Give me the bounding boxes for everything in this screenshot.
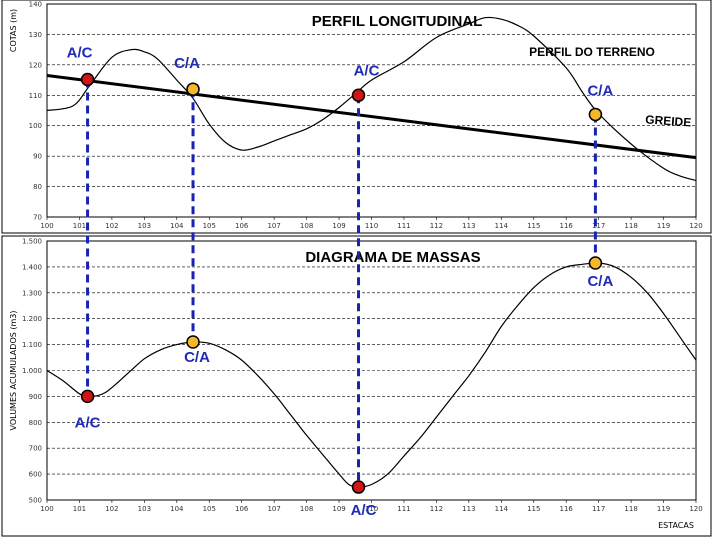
x-tick-label-0-10: 110 (365, 222, 378, 230)
transition-point-1-0 (80, 389, 95, 404)
x-tick-label-0-2: 102 (105, 222, 118, 230)
transition-label-1-2: A/C (351, 502, 377, 519)
y-tick-label-1-9: 1.400 (22, 263, 42, 271)
y-tick-label-1-6: 1.100 (22, 341, 42, 349)
x-tick-label-0-0: 100 (40, 222, 53, 230)
y-tick-label-0-3: 100 (29, 122, 42, 130)
transition-point-0-1 (186, 82, 200, 96)
y-tick-label-1-2: 700 (29, 445, 42, 453)
y-tick-label-1-7: 1.200 (22, 315, 42, 323)
x-axis-label-estacas: ESTACAS (658, 521, 694, 530)
x-tick-label-0-4: 104 (170, 222, 184, 230)
x-tick-label-0-5: 105 (203, 222, 216, 230)
y-tick-label-1-0: 500 (29, 497, 42, 505)
y-tick-label-1-8: 1.300 (22, 289, 42, 297)
y-tick-label-0-2: 90 (33, 153, 42, 161)
y-tick-label-0-6: 130 (29, 31, 42, 39)
x-tick-label-0-9: 109 (332, 222, 345, 230)
transition-point-1-3 (588, 256, 603, 270)
x-tick-label-1-13: 113 (462, 505, 475, 513)
x-tick-label-1-1: 101 (73, 505, 86, 513)
y-tick-label-0-7: 140 (29, 1, 42, 9)
transition-label-0-2: A/C (354, 62, 380, 79)
transition-point-0-0 (80, 72, 95, 87)
greide-line (46, 74, 697, 160)
top-panel-border (1, 0, 712, 234)
x-tick-label-0-7: 107 (267, 222, 280, 230)
x-tick-label-0-1: 101 (73, 222, 86, 230)
x-tick-label-0-19: 119 (657, 222, 670, 230)
x-tick-label-0-12: 112 (430, 222, 443, 230)
y-tick-label-0-5: 120 (29, 61, 42, 69)
title-diagrama-de-massas: DIAGRAMA DE MASSAS (305, 249, 480, 266)
x-tick-label-1-19: 119 (657, 505, 670, 513)
transition-label-0-3: C/A (587, 82, 613, 99)
x-tick-label-0-15: 115 (527, 222, 540, 230)
y-tick-label-1-3: 800 (29, 419, 42, 427)
x-tick-label-1-5: 105 (203, 505, 216, 513)
x-tick-label-1-18: 118 (624, 505, 637, 513)
annotation-greide: GREIDE (645, 112, 692, 129)
x-tick-label-1-20: 120 (689, 505, 702, 513)
x-tick-label-1-8: 108 (300, 505, 313, 513)
transition-label-1-3: C/A (587, 273, 613, 290)
x-tick-label-1-4: 104 (170, 505, 184, 513)
x-tick-label-0-20: 120 (689, 222, 702, 230)
annotation-perfil-do-terreno: PERFIL DO TERRENO (529, 45, 655, 59)
x-tick-label-0-3: 103 (138, 222, 151, 230)
x-tick-label-0-6: 106 (235, 222, 249, 230)
transition-label-0-1: C/A (174, 55, 200, 72)
x-tick-label-1-15: 115 (527, 505, 540, 513)
y-tick-label-0-0: 70 (33, 214, 42, 222)
x-tick-label-0-14: 114 (495, 222, 509, 230)
transition-label-1-1: C/A (184, 349, 210, 366)
x-tick-label-1-9: 109 (332, 505, 345, 513)
transition-point-1-1 (186, 335, 200, 349)
x-tick-label-1-10: 110 (365, 505, 378, 513)
y-axis-label-perfil: COTAS (m) (9, 9, 18, 52)
y-tick-label-0-1: 80 (33, 183, 42, 191)
transition-point-1-2 (351, 480, 366, 494)
x-tick-label-1-6: 106 (235, 505, 249, 513)
x-tick-label-1-16: 116 (560, 505, 574, 513)
x-tick-label-1-12: 112 (430, 505, 443, 513)
transition-label-1-0: A/C (75, 414, 101, 431)
y-tick-label-1-4: 900 (29, 393, 42, 401)
x-tick-label-1-7: 107 (267, 505, 280, 513)
x-tick-label-0-18: 118 (624, 222, 637, 230)
transition-label-0-0: A/C (67, 44, 93, 61)
y-axis-label-massas: VOLUMES ACUMULADOS (m3) (9, 311, 18, 431)
x-tick-label-0-13: 113 (462, 222, 475, 230)
x-tick-label-0-17: 117 (592, 222, 605, 230)
y-tick-label-1-1: 600 (29, 471, 42, 479)
title-perfil-longitudinal: PERFIL LONGITUDINAL (312, 13, 483, 30)
transition-point-0-3 (588, 107, 603, 122)
y-tick-label-1-10: 1.500 (22, 238, 42, 246)
x-tick-label-1-14: 114 (495, 505, 509, 513)
x-tick-label-1-17: 117 (592, 505, 605, 513)
transition-point-0-2 (351, 88, 366, 103)
terrain-profile-line (46, 16, 697, 182)
y-tick-label-0-4: 110 (29, 92, 42, 100)
x-tick-label-0-8: 108 (300, 222, 313, 230)
x-tick-label-1-3: 103 (138, 505, 151, 513)
x-tick-label-1-11: 111 (397, 505, 410, 513)
x-tick-label-0-11: 111 (397, 222, 410, 230)
x-tick-label-1-0: 100 (40, 505, 53, 513)
x-tick-label-0-16: 116 (560, 222, 574, 230)
y-tick-label-1-5: 1.000 (22, 367, 42, 375)
x-tick-label-1-2: 102 (105, 505, 118, 513)
